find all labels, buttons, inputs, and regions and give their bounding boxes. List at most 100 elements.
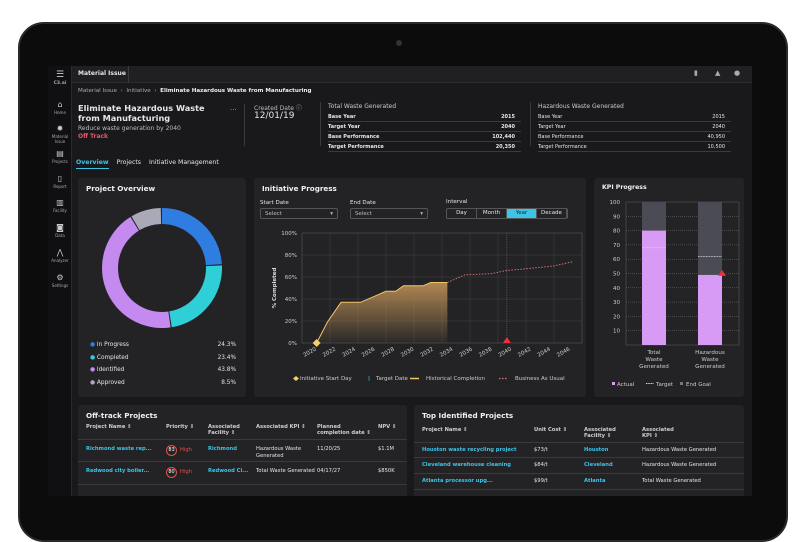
- sort-icon[interactable]: ⇕: [391, 424, 397, 430]
- sidebar-item-data[interactable]: ◙ Data: [48, 223, 72, 238]
- page-subtitle: Reduce waste generation by 2040: [78, 125, 181, 132]
- target-warning-icon: [502, 337, 511, 343]
- column-header[interactable]: Project Name ⇕: [86, 424, 162, 430]
- interval-year[interactable]: Year: [507, 209, 537, 218]
- sort-icon[interactable]: ⇕: [653, 433, 658, 439]
- progress-chart: 0%20%40%60%80%100%2020 2022 2024 2026 2028 20…: [272, 231, 583, 382]
- app-title: Material Issue: [78, 70, 126, 77]
- facility-link[interactable]: Atlanta: [584, 478, 606, 484]
- start-date-select[interactable]: Select ▾: [260, 208, 338, 219]
- column-header[interactable]: Associated KPI ⇕: [256, 424, 313, 430]
- sidebar-item-label: Data: [55, 233, 65, 238]
- facility-link[interactable]: Richmond: [208, 446, 237, 452]
- column-header[interactable]: NPV ⇕: [378, 424, 414, 430]
- y-tick-label: 70: [613, 243, 620, 249]
- legend-dot: ●: [90, 379, 96, 386]
- kpi-cell: Hazardous Waste Generated: [642, 447, 717, 453]
- created-label: Created Date: [254, 105, 294, 112]
- column-header-label: Project Name: [86, 424, 126, 430]
- x-tick-label: 2022: [322, 347, 337, 359]
- breadcrumb-item[interactable]: Initiative: [126, 88, 151, 94]
- interval-day[interactable]: Day: [447, 209, 477, 218]
- column-header[interactable]: Project Name ⇕: [422, 427, 530, 433]
- sidebar-item-home[interactable]: ⌂ Home: [48, 100, 72, 115]
- y-tick-label: 60: [613, 257, 620, 263]
- table-row[interactable]: Redwood city boiler... 80 High Redwood Ci..…: [78, 462, 407, 485]
- metric-label: Base Year: [538, 114, 563, 120]
- sidebar-item-facility[interactable]: ▥ Facility: [48, 198, 72, 213]
- sidebar-item-projects[interactable]: ▤ Projects: [48, 149, 72, 164]
- sidebar-item-material-issue[interactable]: ✹ Material Issue: [48, 124, 72, 144]
- top-identified-projects-card: Top Identified Projects Project Name ⇕ Un…: [414, 405, 744, 496]
- column-header[interactable]: Priority ⇕: [166, 424, 204, 430]
- project-name-link[interactable]: Richmond waste rep...: [86, 446, 152, 452]
- project-name-link[interactable]: Houston waste recycling project: [422, 447, 517, 453]
- interval-toggle: Day Month Year Decade: [446, 208, 568, 219]
- donut-slice-identified: [102, 216, 171, 328]
- lightbulb-icon[interactable]: ●: [734, 69, 741, 77]
- tab-projects[interactable]: Projects: [116, 159, 142, 166]
- project-name-link[interactable]: Cleveland warehouse cleaning: [422, 462, 511, 468]
- legend-label: Target: [655, 382, 674, 388]
- clipboard-icon: ▤: [56, 149, 64, 158]
- breadcrumb-current: Eliminate Hazardous Waste from Manufactu…: [160, 88, 312, 94]
- info-icon[interactable]: ⓘ: [295, 105, 302, 112]
- table-row[interactable]: Richmond waste rep... 83 High Richmond Hazar…: [78, 439, 407, 462]
- sort-icon[interactable]: ⇕: [562, 427, 568, 433]
- sort-icon[interactable]: ⇕: [606, 433, 612, 439]
- column-header[interactable]: Planned completion date ⇕: [317, 424, 374, 436]
- facility-link[interactable]: Redwood Ci...: [208, 468, 249, 474]
- facility-link[interactable]: Cleveland: [584, 462, 613, 468]
- column-header[interactable]: Associated Facility ⇕: [208, 424, 252, 436]
- sidebar-item-analyzer[interactable]: ⋀ Analyzer: [48, 248, 72, 263]
- status-badge: Off Track: [78, 133, 109, 140]
- sort-icon[interactable]: ⇕: [189, 424, 195, 430]
- y-tick-label: 80%: [285, 253, 297, 259]
- initiative-progress-card: Initiative Progress Start Date Select ▾ E…: [254, 178, 586, 397]
- y-tick-label: 50: [613, 272, 620, 278]
- warning-icon: [718, 269, 726, 276]
- interval-decade[interactable]: Decade: [537, 209, 567, 218]
- actual-bar: [698, 274, 722, 345]
- tab-initiative-management[interactable]: Initiative Management: [149, 159, 219, 166]
- interval-month[interactable]: Month: [477, 209, 507, 218]
- project-name-link[interactable]: Redwood city boiler...: [86, 468, 150, 474]
- sidebar-item-report[interactable]: ▯ Report: [48, 174, 72, 189]
- table-row[interactable]: Houston waste recycling project $73/t Hous…: [414, 442, 744, 458]
- sort-icon[interactable]: ⇕: [366, 430, 371, 436]
- column-header-label: Associated KPI: [642, 427, 674, 439]
- bookmark-icon[interactable]: ▮: [694, 69, 698, 77]
- legend-label: Historical Completion: [426, 376, 486, 382]
- metric-value: 10,500: [707, 144, 726, 150]
- x-tick-label: 2020: [303, 346, 319, 358]
- table-row[interactable]: Atlanta processor upg... $99/t Atlanta Tota…: [414, 474, 744, 490]
- sort-icon[interactable]: ⇕: [463, 427, 468, 433]
- sidebar-item-settings[interactable]: ⚙ Settings: [48, 273, 72, 288]
- metric-label: Target Year: [538, 124, 566, 130]
- tabs: Overview Projects Initiative Management: [76, 159, 219, 169]
- column-header-label: Planned completion date: [317, 424, 365, 436]
- kpi-cell: Hazardous Waste Generated: [642, 462, 717, 468]
- material-issue-icon: ✹: [56, 124, 64, 133]
- x-tick-label: 2032: [420, 347, 435, 359]
- column-header[interactable]: Unit Cost ⇕: [534, 427, 580, 433]
- more-button[interactable]: ...: [230, 104, 237, 112]
- y-tick-label: 90: [613, 214, 620, 220]
- metric-row: Target Year 2040: [538, 122, 731, 132]
- table-row[interactable]: Cleveland warehouse cleaning $84/t Clevela…: [414, 458, 744, 474]
- interval-label: Interval: [446, 199, 468, 205]
- historical-area: [316, 282, 448, 343]
- breadcrumb-item[interactable]: Material Issue: [78, 88, 117, 94]
- bell-icon[interactable]: ▲: [715, 69, 721, 77]
- facility-link[interactable]: Houston: [584, 447, 609, 453]
- sort-icon[interactable]: ⇕: [230, 430, 236, 436]
- tab-overview[interactable]: Overview: [76, 159, 109, 169]
- metric-title: Total Waste Generated: [328, 103, 397, 110]
- column-header[interactable]: Associated KPI ⇕: [642, 427, 678, 439]
- sort-icon[interactable]: ⇕: [127, 424, 132, 430]
- column-header-label: Unit Cost: [534, 427, 561, 433]
- sort-icon[interactable]: ⇕: [301, 424, 306, 430]
- end-date-select[interactable]: Select ▾: [350, 208, 428, 219]
- column-header[interactable]: Associated Facility ⇕: [584, 427, 638, 439]
- project-name-link[interactable]: Atlanta processor upg...: [422, 478, 493, 484]
